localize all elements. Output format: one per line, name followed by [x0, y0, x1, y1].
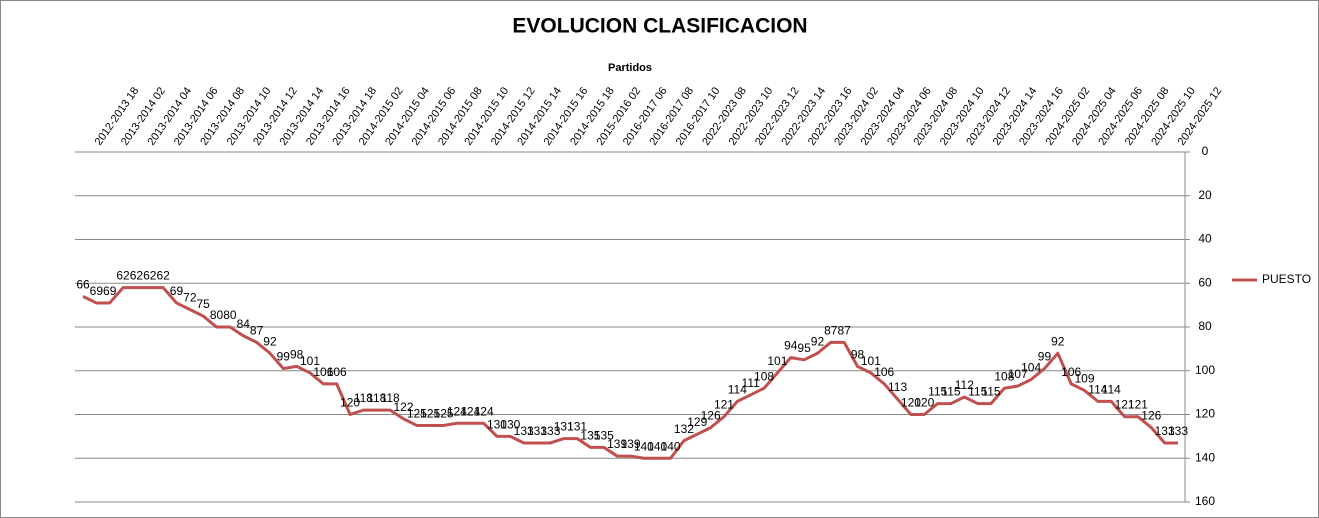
data-label: 131: [567, 420, 587, 434]
data-label: 125: [434, 406, 454, 420]
data-label: 62: [156, 269, 170, 283]
data-label: 99: [1038, 350, 1052, 364]
data-label: 125: [407, 406, 427, 420]
y-tick-label: 140: [1195, 450, 1215, 464]
data-label: 106: [313, 365, 333, 379]
data-label: 80: [210, 308, 224, 322]
data-label: 94: [784, 339, 798, 353]
legend-label: PUESTO: [1262, 272, 1311, 286]
data-label: 75: [197, 297, 211, 311]
data-label: 124: [474, 404, 494, 418]
data-label: 124: [447, 404, 467, 418]
data-label: 139: [620, 437, 640, 451]
data-label: 69: [103, 284, 117, 298]
x-axis-label: Partidos: [608, 62, 652, 74]
chart-title: EVOLUCION CLASIFICACION: [512, 15, 807, 38]
data-label: 101: [767, 354, 787, 368]
data-label: 62: [116, 269, 130, 283]
y-tick-label: 80: [1198, 319, 1212, 333]
y-tick-label: 120: [1195, 407, 1215, 421]
data-label: 115: [981, 385, 1000, 399]
data-label: 62: [143, 269, 157, 283]
y-tick-label: 100: [1195, 363, 1215, 377]
data-label: 104: [1021, 361, 1041, 375]
data-label: 84: [237, 317, 251, 331]
y-tick-label: 0: [1202, 144, 1209, 158]
data-label: 121: [714, 398, 734, 412]
data-label: 118: [367, 391, 386, 405]
data-label: 108: [754, 369, 774, 383]
data-label: 112: [955, 378, 974, 392]
data-label: 126: [1141, 409, 1161, 423]
data-label: 115: [941, 385, 960, 399]
data-label: 101: [861, 354, 881, 368]
data-label: 133: [514, 424, 534, 438]
data-label: 126: [701, 409, 721, 423]
data-label: 69: [90, 284, 104, 298]
data-label: 106: [874, 365, 894, 379]
data-label: 92: [1051, 334, 1065, 348]
data-label: 87: [824, 323, 838, 337]
data-label: 140: [647, 439, 667, 453]
data-label: 120: [914, 396, 934, 410]
data-label: 80: [223, 308, 237, 322]
data-label: 92: [263, 334, 277, 348]
data-label: 129: [687, 415, 707, 429]
data-label: 132: [674, 422, 694, 436]
data-label: 87: [250, 323, 264, 337]
data-label: 135: [594, 428, 614, 442]
data-label: 101: [300, 354, 320, 368]
data-label: 66: [76, 277, 90, 291]
data-label: 118: [381, 391, 400, 405]
data-label: 131: [554, 420, 574, 434]
data-label: 140: [661, 439, 681, 453]
data-label: 113: [888, 380, 907, 394]
data-label: 114: [1088, 382, 1107, 396]
data-label: 121: [1115, 398, 1135, 412]
data-label: 72: [183, 291, 197, 305]
data-label: 62: [130, 269, 144, 283]
data-label: 125: [420, 406, 440, 420]
data-label: 135: [580, 428, 600, 442]
data-label: 106: [327, 365, 347, 379]
data-label: 118: [354, 391, 373, 405]
data-label: 121: [1128, 398, 1148, 412]
data-label: 87: [837, 323, 851, 337]
data-label: 106: [1061, 365, 1081, 379]
data-label: 133: [1168, 424, 1188, 438]
data-label: 114: [728, 382, 747, 396]
data-label: 98: [851, 347, 865, 361]
data-label: 130: [487, 417, 507, 431]
y-tick-label: 40: [1198, 232, 1212, 246]
y-tick-label: 20: [1198, 188, 1212, 202]
data-label: 115: [928, 385, 947, 399]
data-label: 95: [797, 341, 811, 355]
data-label: 120: [340, 396, 360, 410]
y-tick-label: 60: [1198, 275, 1212, 289]
data-label: 140: [634, 439, 654, 453]
data-label: 111: [742, 376, 761, 390]
data-label: 133: [527, 424, 547, 438]
data-label: 69: [170, 284, 184, 298]
y-tick-label: 160: [1195, 494, 1215, 508]
data-label: 133: [540, 424, 560, 438]
series-line: [82, 286, 1178, 460]
data-label: 124: [460, 404, 480, 418]
data-label: 120: [901, 396, 921, 410]
data-label: 98: [290, 347, 304, 361]
data-label: 109: [1075, 371, 1095, 385]
data-label: 99: [277, 350, 291, 364]
data-label: 130: [500, 417, 520, 431]
data-label: 139: [607, 437, 627, 451]
data-label: 108: [994, 369, 1014, 383]
data-label: 133: [1155, 424, 1175, 438]
data-label: 115: [968, 385, 987, 399]
data-label: 107: [1008, 367, 1028, 381]
data-label: 122: [393, 400, 413, 414]
data-label: 92: [811, 334, 825, 348]
data-label: 114: [1102, 382, 1121, 396]
